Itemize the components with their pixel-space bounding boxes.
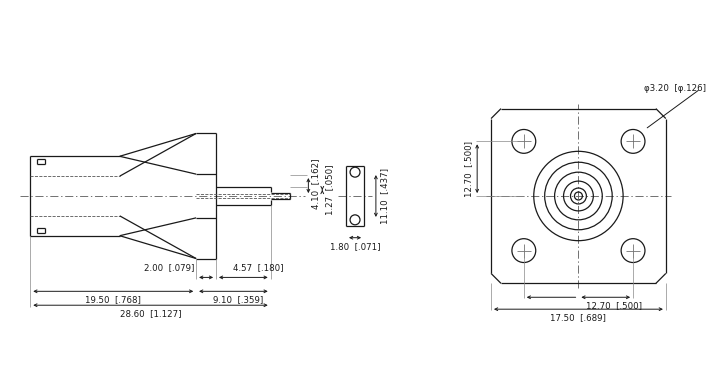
Text: 9.10  [.359]: 9.10 [.359] — [213, 295, 264, 304]
Text: 17.50  [.689]: 17.50 [.689] — [551, 313, 606, 322]
Text: 19.50  [.768]: 19.50 [.768] — [86, 295, 141, 304]
Text: 2.00  [.079]: 2.00 [.079] — [144, 264, 194, 273]
Text: 1.27  [.050]: 1.27 [.050] — [325, 165, 334, 215]
Text: φ3.20  [φ.126]: φ3.20 [φ.126] — [644, 84, 706, 93]
Text: 28.60  [1.127]: 28.60 [1.127] — [120, 309, 181, 318]
Text: 4.10  [.162]: 4.10 [.162] — [311, 158, 320, 209]
Text: 12.70  [.500]: 12.70 [.500] — [464, 141, 473, 197]
Text: 12.70  [.500]: 12.70 [.500] — [585, 301, 642, 310]
Text: 1.80  [.071]: 1.80 [.071] — [330, 242, 380, 251]
Text: 11.10  [.437]: 11.10 [.437] — [380, 168, 389, 224]
Text: 4.57  [.180]: 4.57 [.180] — [233, 264, 284, 273]
